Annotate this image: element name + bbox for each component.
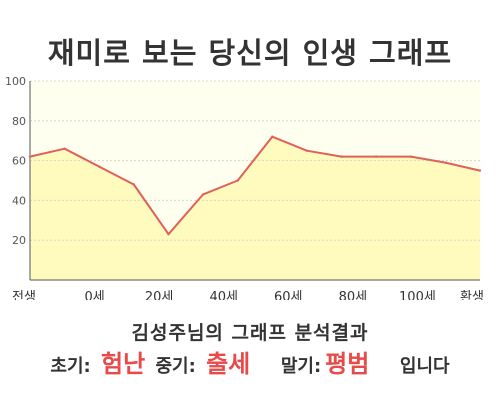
mid-label: 중기:	[155, 356, 196, 377]
late-label: 말기:	[280, 356, 322, 377]
late-value: 평범	[325, 350, 370, 378]
data-point-10	[374, 155, 378, 158]
data-point-7	[271, 135, 274, 138]
life-graph-chart: 20 40 60 80 100 전생 0세 20세 40세 60세 80세 100세 환생	[5, 75, 484, 300]
x-tick-label-6: 100세	[399, 290, 436, 300]
data-point-0	[28, 155, 32, 158]
y-tick-label-60: 60	[12, 155, 26, 168]
result-line: 초기: 험난 중기: 출세 말기: 평범 입니다	[0, 344, 500, 379]
data-point-4	[167, 233, 170, 236]
data-point-5	[201, 193, 205, 196]
x-tick-label-7: 환생	[460, 290, 484, 300]
x-tick-label-2: 20세	[145, 290, 174, 300]
result-suffix: 입니다	[399, 356, 450, 377]
area-fill	[30, 136, 480, 280]
data-point-6	[236, 179, 239, 182]
y-tick-label-40: 40	[12, 194, 26, 207]
x-tick-label-0: 전생	[12, 290, 36, 300]
x-tick-label-1: 0세	[84, 290, 104, 300]
data-point-11	[409, 155, 412, 158]
y-tick-label-20: 20	[12, 234, 26, 247]
data-point-3	[132, 183, 136, 186]
x-tick-label-5: 80세	[339, 290, 368, 300]
x-tick-label-4: 60세	[274, 290, 303, 300]
data-point-1	[63, 147, 66, 150]
x-tick-label-3: 40세	[209, 290, 238, 300]
data-point-12	[444, 161, 447, 164]
data-point-2	[98, 165, 101, 168]
mid-value: 출세	[206, 350, 251, 378]
data-point-8	[305, 149, 309, 152]
early-label: 초기:	[50, 356, 91, 377]
y-tick-label-100: 100	[5, 75, 26, 88]
data-point-9	[340, 155, 343, 158]
early-value: 험난	[101, 350, 146, 378]
y-tick-label-80: 80	[12, 115, 26, 128]
data-point-13	[478, 169, 482, 172]
summary-title: 김성주님의 그래프 분석결과	[131, 322, 369, 344]
chart-title: 재미로 보는 당신의 인생 그래프	[47, 36, 453, 70]
series-line	[29, 135, 481, 236]
